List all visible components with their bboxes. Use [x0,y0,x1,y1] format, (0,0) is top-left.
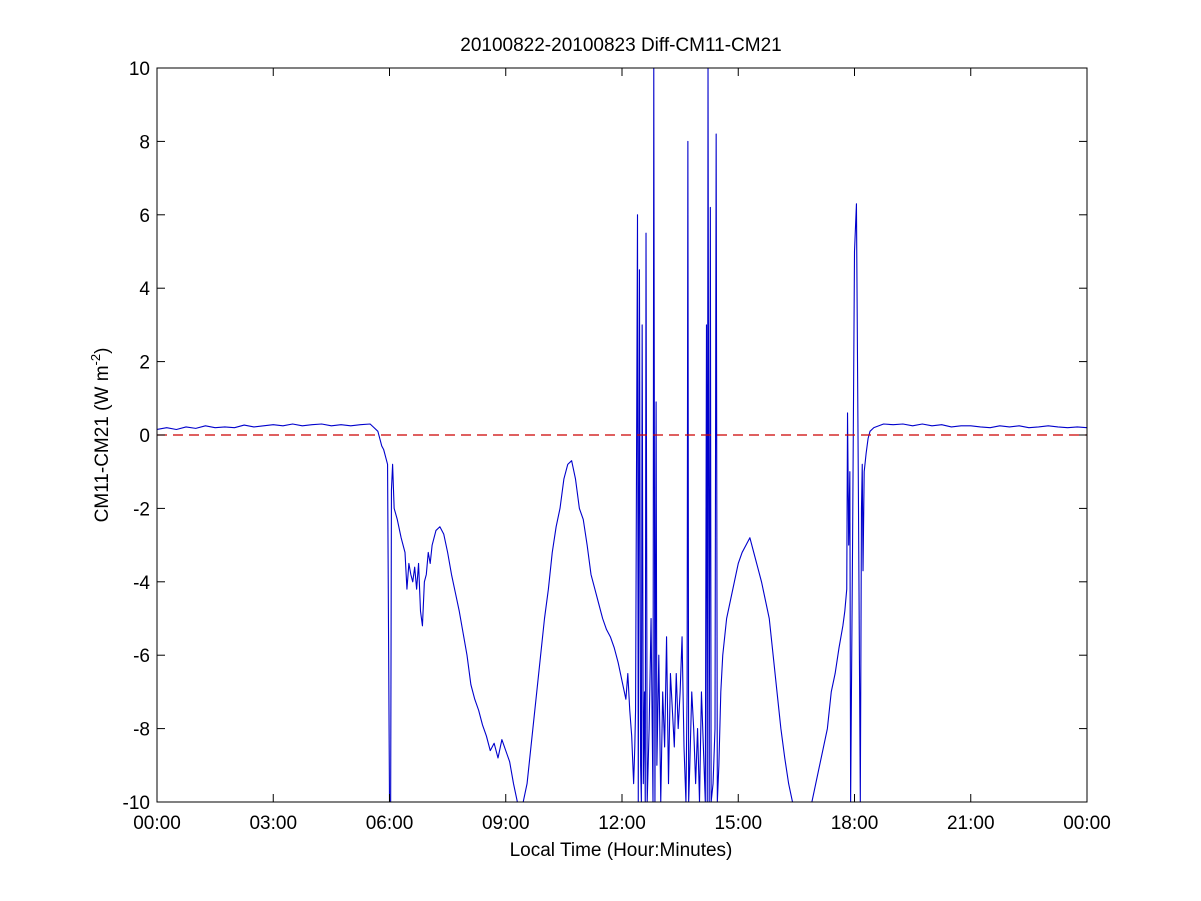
y-axis: 10 8 6 4 2 0 -2 -4 -6 -8 -10 [123,59,1087,814]
y-tick-label: -6 [133,646,150,667]
x-tick-label: 00:00 [133,813,181,834]
x-tick-label: 09:00 [482,813,530,834]
y-axis-label-main: CM11-CM21 (W m [92,365,113,522]
y-tick-label: -2 [133,499,150,520]
y-tick-label: 8 [139,132,150,153]
y-axis-label-superscript: -2 [88,354,103,366]
series-line-0 [157,68,1087,802]
chart-title: 20100822-20100823 Diff-CM11-CM21 [460,35,781,56]
x-axis: 00:00 03:00 06:00 09:00 12:00 15:00 18:00 21:00… [133,68,1111,834]
y-axis-label: CM11-CM21 (W m-2) [88,348,113,523]
y-tick-label: -4 [133,573,150,594]
x-tick-label: 15:00 [714,813,762,834]
y-tick-label: 4 [139,279,150,300]
y-tick-label: 6 [139,206,150,227]
y-tick-label: -10 [123,793,150,814]
x-tick-label: 06:00 [366,813,414,834]
y-tick-label: 2 [139,353,150,374]
x-tick-label: 18:00 [831,813,879,834]
plot-area [156,67,1088,803]
series-layer [157,68,1087,802]
y-tick-label: 0 [139,426,150,447]
x-tick-label: 03:00 [249,813,297,834]
x-tick-label: 00:00 [1063,813,1111,834]
y-axis-label-close: ) [92,348,113,354]
x-tick-label: 12:00 [598,813,646,834]
y-tick-label: 10 [129,59,150,80]
y-tick-label: -8 [133,720,150,741]
x-tick-label: 21:00 [947,813,995,834]
x-axis-label: Local Time (Hour:Minutes) [510,840,733,861]
